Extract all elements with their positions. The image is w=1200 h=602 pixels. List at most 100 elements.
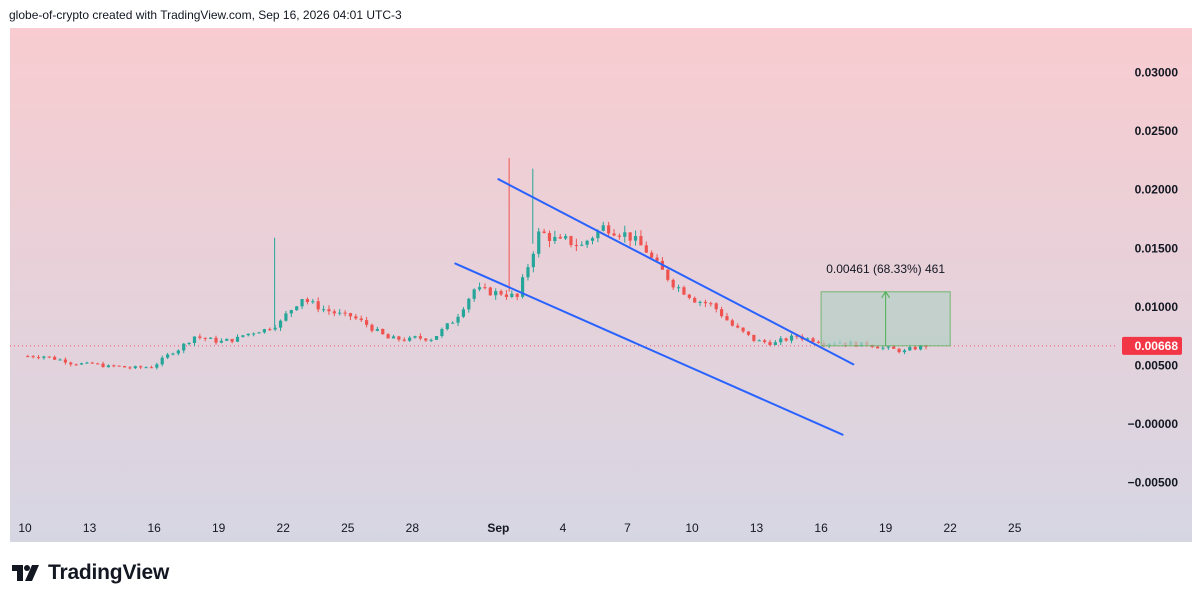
measure-tool[interactable]: 0.00461 (68.33%) 461 — [820, 262, 951, 347]
candle-body — [101, 363, 105, 368]
candle-body — [784, 338, 788, 341]
candle-body — [273, 327, 277, 330]
candle-body — [386, 334, 390, 339]
candle-body — [913, 347, 917, 350]
candle-body — [225, 338, 229, 341]
candle-body — [171, 353, 175, 355]
candle-body — [537, 231, 541, 254]
candle-body — [74, 364, 78, 366]
candle-body — [381, 328, 385, 335]
price-axis-label: 0.02500 — [1135, 124, 1179, 138]
candle-body — [671, 279, 675, 288]
candle-body — [569, 236, 573, 246]
candle-body — [714, 303, 718, 310]
time-axis-label: 19 — [212, 521, 226, 535]
candle-body — [235, 336, 240, 342]
candle-body — [332, 311, 336, 314]
tradingview-wordmark: TradingView — [48, 561, 170, 584]
candle-body — [85, 362, 89, 364]
candle-body — [902, 350, 907, 353]
candle-body — [187, 343, 191, 345]
price-axis-label: −0.00000 — [1128, 417, 1179, 431]
candle-body — [79, 363, 84, 365]
price-axis[interactable]: 0.03000 0.02500 0.02000 0.01500 0.01000 0.005… — [1122, 66, 1182, 490]
candle-body — [655, 257, 659, 261]
measure-label: 0.00461 (68.33%) 461 — [826, 262, 945, 276]
candle-body — [553, 236, 557, 241]
candle-body — [617, 235, 621, 237]
chart-background — [10, 28, 1192, 542]
candle-body — [300, 299, 304, 307]
candle-body — [919, 345, 923, 350]
candle-body — [574, 245, 578, 247]
candle-body — [31, 356, 35, 358]
candle-body — [42, 356, 46, 358]
candle-body — [488, 287, 492, 296]
candle-body — [155, 364, 159, 368]
candle-body — [472, 289, 476, 299]
candle-body — [467, 298, 471, 310]
candle-body — [687, 294, 691, 298]
candle-body — [650, 252, 654, 258]
candle-body — [580, 244, 584, 246]
candle-body — [112, 365, 116, 367]
candle-body — [682, 287, 686, 295]
candle-body — [182, 343, 186, 351]
candle-body — [53, 356, 57, 360]
candle-body — [666, 269, 670, 280]
candle-body — [564, 236, 568, 239]
candle-body — [391, 336, 396, 339]
candle-body — [477, 287, 482, 290]
candle-body — [596, 230, 600, 239]
candle-body — [96, 363, 100, 365]
candle-body — [725, 316, 729, 321]
candle-body — [133, 366, 137, 369]
candle-body — [703, 301, 708, 304]
candle-body — [214, 337, 218, 343]
candle-body — [881, 347, 885, 349]
candle-body — [58, 359, 62, 361]
chart-area[interactable]: 0.00461 (68.33%) 461 0.03000 0.02500 0.020… — [10, 28, 1192, 542]
candle-body — [515, 293, 519, 297]
candle-body — [698, 301, 702, 303]
candle-body — [327, 309, 331, 312]
candle-body — [429, 339, 433, 341]
candle-body — [278, 320, 283, 328]
candle-body — [752, 334, 756, 341]
price-axis-label: 0.01500 — [1135, 241, 1179, 255]
time-axis-label: 22 — [944, 521, 958, 535]
candle-body — [246, 333, 250, 336]
candle-body — [370, 324, 374, 331]
candle-body — [719, 309, 724, 317]
candle-body — [209, 337, 213, 339]
candle-body — [402, 339, 406, 341]
tradingview-logo[interactable]: TradingView — [12, 561, 169, 585]
candle-body — [160, 357, 164, 365]
candle-body — [198, 336, 202, 338]
candle-body — [644, 245, 648, 253]
candle-body — [359, 318, 363, 321]
price-axis-label: 0.03000 — [1135, 66, 1179, 80]
candle-body — [36, 357, 41, 359]
price-chart[interactable]: 0.00461 (68.33%) 461 0.03000 0.02500 0.020… — [10, 28, 1192, 542]
trendlines[interactable] — [454, 178, 855, 436]
time-axis[interactable]: 10 13 16 19 22 25 28 Sep 4 7 10 13 16 19 22 25 — [18, 521, 1021, 535]
candle-body — [736, 325, 740, 328]
candle-body — [445, 323, 449, 330]
candle-body — [262, 329, 267, 333]
candle-body — [590, 238, 595, 241]
time-axis-label: 25 — [341, 521, 355, 535]
time-axis-label: 28 — [406, 521, 420, 535]
candle-body — [558, 236, 562, 239]
time-axis-label: 25 — [1008, 521, 1022, 535]
candle-body — [311, 301, 315, 303]
candle-body — [203, 337, 207, 339]
current-price-badge-label: 0.00668 — [1135, 339, 1179, 353]
candle-body — [192, 336, 197, 344]
candle-body — [526, 267, 530, 278]
candle-body — [252, 333, 256, 335]
candle-body — [397, 336, 401, 340]
candle-body — [408, 337, 412, 341]
candle-body — [128, 367, 132, 369]
time-axis-label: 16 — [147, 521, 161, 535]
